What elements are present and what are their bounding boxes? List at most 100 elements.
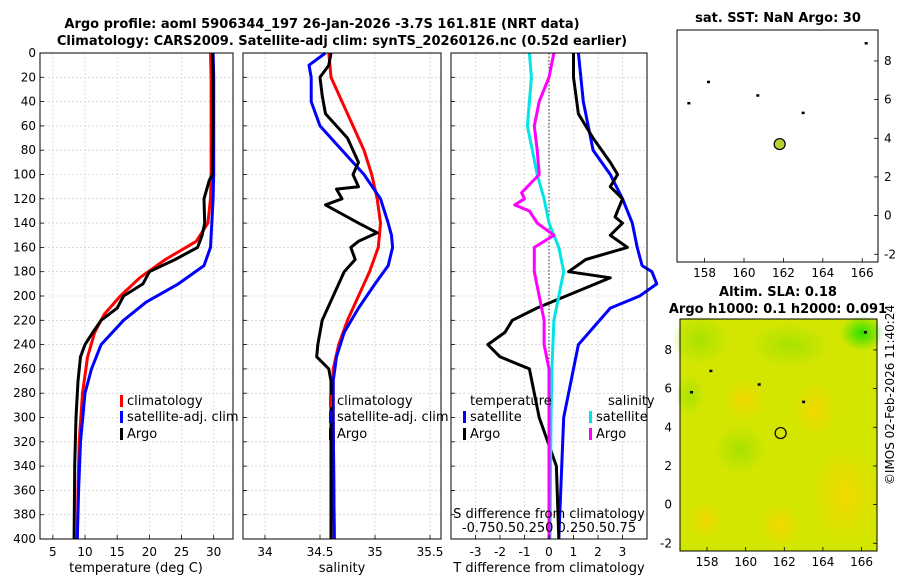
difference-panel: -3 -2 -1 0 1 2 3 S difference from climatology… [450,52,659,576]
island-marker [802,400,806,404]
y-tick-label: 100 [13,168,36,182]
sla-high-region [758,503,802,547]
x-tick-label: 3 [619,545,627,559]
legend-label-satellite: satellite-adj. clim [127,410,239,425]
island-marker [709,369,713,373]
y-tick-label: -2 [660,536,672,550]
y-tick-label: 6 [884,93,892,107]
x-tick-label: 158 [696,555,719,569]
temperature-xlabel: temperature (deg C) [69,561,203,576]
sla-map-panel: Altim. SLA: 0.18 Argo h1000: 0.1 h2000: … [660,285,897,569]
island-marker [864,42,868,45]
sla-map-title-1: Altim. SLA: 0.18 [719,285,837,300]
t-difference-xlabel: T difference from climatology [452,561,645,576]
y-tick-label: 20 [21,70,36,84]
y-tick-label: 380 [13,508,36,522]
sla-high-region [723,378,767,422]
x-tick-label: 1 [570,545,578,559]
sla-low-region [672,315,728,365]
x-tick-label: 15 [110,545,125,559]
argo-position-marker [774,426,787,440]
temperature-panel: 0 20 40 60 80 100 120 140 160 180 200 220 240 260 280 3… [13,46,239,576]
y-tick-label: 40 [21,95,36,109]
legend-swatch-s-argo [589,428,592,440]
y-tick-label: 80 [21,143,36,157]
sla-map-frame [679,318,878,552]
series-line-t-satellite [557,52,659,540]
x-tick-label: 164 [811,555,834,569]
y-tick-label: 60 [21,119,36,133]
series-line-t-argo [486,53,629,540]
x-tick-label: 0 [545,545,553,559]
salinity-panel: 34 34.5 35 35.5 salinity climatology satell… [242,51,449,576]
y-tick-label: 4 [884,131,892,145]
legend-swatch-t-satellite [463,411,466,423]
y-tick-label: 180 [13,265,36,279]
legend-label-climatology: climatology [337,394,413,409]
legend-label-s-argo: Argo [596,427,626,442]
island-marker [863,331,867,334]
x-tick-label: 5 [49,545,57,559]
y-tick-label: 240 [13,338,36,352]
island-marker [687,101,691,105]
y-tick-label: 360 [13,483,36,497]
salinity-xlabel: salinity [319,561,366,576]
x-tick-label: 35 [367,545,382,559]
y-tick-label: 340 [13,459,36,473]
sla-low-region [840,315,884,351]
sla-high-region [687,500,723,540]
legend-swatch-satellite [329,411,332,423]
s-difference-ticklabels: -0.750.50.250 0.250.50.75 [462,521,636,536]
y-tick-label: 2 [664,459,672,473]
title-line-2: Climatology: CARS2009. Satellite-adj cli… [57,34,627,49]
sst-map-frame [676,29,879,263]
island-marker [756,94,760,97]
series-line-satellite-adj-clim [307,51,395,540]
legend-title-temperature: temperature [470,394,552,409]
sst-map-title: sat. SST: NaN Argo: 30 [695,11,861,26]
legend-title-salinity: salinity [608,394,655,409]
s-difference-xlabel: S difference from climatology [453,507,645,522]
y-tick-label: 160 [13,240,36,254]
x-tick-label: 20 [142,545,157,559]
argo-position-marker [773,137,786,151]
y-tick-label: -2 [884,247,896,261]
x-tick-label: 162 [772,266,795,280]
y-tick-label: 0 [28,46,36,60]
x-tick-label: 34.5 [307,545,334,559]
legend-swatch-climatology [120,395,123,407]
series-line-climatology [75,52,213,540]
legend-label-argo: Argo [337,427,367,442]
y-tick-label: 320 [13,435,36,449]
x-tick-label: 25 [174,545,189,559]
legend-swatch-argo [120,428,123,440]
y-tick-label: 0 [884,209,892,223]
y-tick-label: 120 [13,192,36,206]
legend-swatch-t-argo [463,428,466,440]
x-tick-label: 30 [206,545,221,559]
x-tick-label: 162 [773,555,796,569]
legend-swatch-s-satellite [589,411,592,423]
x-tick-label: 35.5 [417,545,444,559]
y-tick-label: 260 [13,362,36,376]
legend-swatch-climatology [329,395,332,407]
legend-label-t-argo: Argo [470,427,500,442]
series-line-s-argo [513,52,556,539]
x-tick-label: -2 [494,545,506,559]
sla-heatmap [672,315,884,551]
y-tick-label: 8 [884,54,892,68]
legend-label-s-satellite: satellite [596,410,648,425]
y-tick-label: 220 [13,313,36,327]
title-line-1: Argo profile: aoml 5906344_197 26-Jan-20… [64,17,579,32]
island-marker [690,390,694,394]
sla-low-region [714,425,766,475]
sla-high-region [810,445,880,545]
x-tick-label: 160 [734,555,757,569]
difference-legend: temperature salinity satellite Argo sate… [463,394,655,442]
series-line-argo [315,52,379,539]
x-tick-label: -1 [519,545,531,559]
y-tick-label: 0 [664,498,672,512]
x-tick-label: 164 [811,266,834,280]
y-tick-label: 8 [664,343,672,357]
